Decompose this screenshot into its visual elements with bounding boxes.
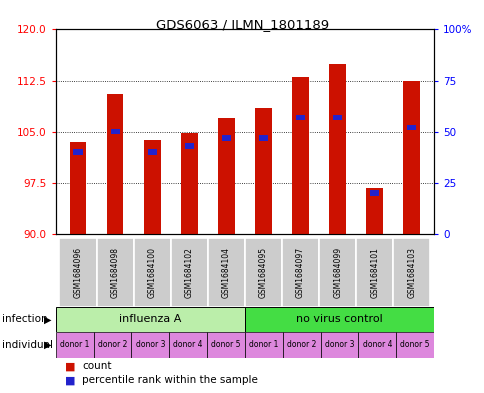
Text: donor 5: donor 5	[400, 340, 429, 349]
Bar	[184, 143, 194, 149]
Text: donor 1: donor 1	[60, 340, 89, 349]
Bar	[295, 115, 304, 120]
Bar	[329, 64, 345, 234]
Text: ■: ■	[65, 375, 76, 385]
Text: donor 4: donor 4	[362, 340, 391, 349]
Text: GSM1684104: GSM1684104	[221, 247, 230, 298]
Bar	[333, 115, 342, 120]
Bar	[93, 332, 131, 358]
Bar	[207, 332, 244, 358]
Bar	[96, 238, 134, 307]
Bar	[403, 81, 419, 234]
Bar	[282, 332, 320, 358]
Text: GSM1684099: GSM1684099	[333, 246, 341, 298]
Text: percentile rank within the sample: percentile rank within the sample	[82, 375, 258, 385]
Bar	[110, 129, 120, 134]
Bar	[56, 332, 93, 358]
Text: GSM1684098: GSM1684098	[110, 247, 120, 298]
Text: donor 2: donor 2	[287, 340, 316, 349]
Bar	[258, 135, 268, 141]
Text: donor 4: donor 4	[173, 340, 202, 349]
Text: donor 5: donor 5	[211, 340, 240, 349]
Text: ▶: ▶	[44, 340, 51, 350]
Bar	[221, 135, 230, 141]
Text: GSM1684102: GSM1684102	[184, 247, 194, 298]
Bar	[144, 140, 160, 234]
Text: GSM1684101: GSM1684101	[369, 247, 378, 298]
Text: donor 3: donor 3	[324, 340, 353, 349]
Bar	[131, 332, 169, 358]
Text: donor 2: donor 2	[98, 340, 127, 349]
Bar	[218, 118, 234, 234]
Bar	[365, 187, 382, 234]
Bar	[56, 307, 244, 332]
Bar	[358, 332, 395, 358]
Text: GSM1684097: GSM1684097	[295, 246, 304, 298]
Bar	[320, 332, 358, 358]
Text: GSM1684096: GSM1684096	[74, 246, 82, 298]
Bar	[73, 149, 82, 155]
Bar	[318, 238, 355, 307]
Text: influenza A: influenza A	[119, 314, 181, 324]
Bar	[208, 238, 244, 307]
Bar	[355, 238, 393, 307]
Bar	[244, 332, 282, 358]
Text: donor 1: donor 1	[249, 340, 278, 349]
Bar	[70, 142, 86, 234]
Bar	[170, 238, 208, 307]
Text: donor 3: donor 3	[136, 340, 165, 349]
Text: count: count	[82, 362, 112, 371]
Bar	[169, 332, 207, 358]
Text: GDS6063 / ILMN_1801189: GDS6063 / ILMN_1801189	[156, 18, 328, 31]
Bar	[134, 238, 170, 307]
Bar	[147, 149, 156, 155]
Bar	[106, 94, 123, 234]
Bar	[395, 332, 433, 358]
Text: ■: ■	[65, 362, 76, 371]
Bar	[60, 238, 96, 307]
Bar	[369, 190, 378, 196]
Bar	[255, 108, 271, 234]
Bar	[181, 133, 197, 234]
Bar	[281, 238, 318, 307]
Bar	[244, 238, 281, 307]
Bar	[393, 238, 429, 307]
Bar	[291, 77, 308, 234]
Text: GSM1684100: GSM1684100	[148, 247, 156, 298]
Bar	[244, 307, 433, 332]
Text: GSM1684095: GSM1684095	[258, 246, 268, 298]
Text: no virus control: no virus control	[296, 314, 382, 324]
Text: ▶: ▶	[44, 314, 51, 324]
Text: infection: infection	[2, 314, 48, 324]
Text: GSM1684103: GSM1684103	[407, 247, 415, 298]
Text: individual: individual	[2, 340, 53, 350]
Bar	[407, 125, 416, 130]
